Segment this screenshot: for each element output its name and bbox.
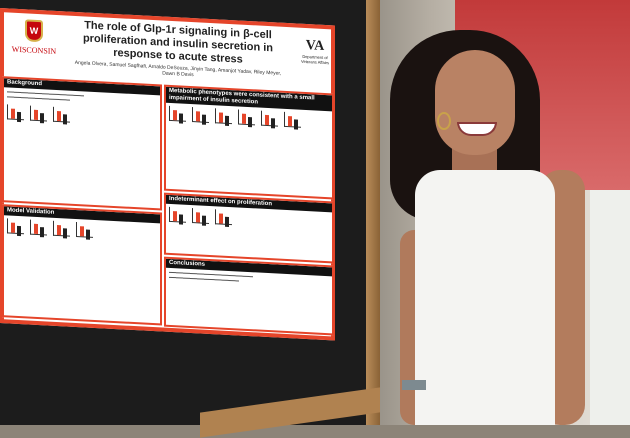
white-dress [415, 170, 555, 425]
figure [238, 109, 255, 126]
figure [76, 221, 93, 238]
window [590, 190, 630, 425]
figure [192, 107, 209, 123]
figure [30, 105, 47, 122]
section-metabolic: Metabolic phenotypes were consistent wit… [164, 84, 334, 200]
earring [437, 112, 451, 130]
section-background: Background ▬▬▬▬▬▬▬▬▬▬▬▬▬▬▬▬▬▬▬▬▬▬ ▬▬▬▬▬▬▬… [2, 76, 162, 211]
board-frame [366, 0, 380, 425]
figure [7, 104, 24, 121]
research-poster: W WISCONSIN The role of Glp-1r signaling… [0, 8, 335, 341]
va-icon: VA [305, 38, 325, 54]
uw-logo: W WISCONSIN [10, 19, 58, 57]
figure [169, 206, 186, 223]
figure [53, 220, 70, 237]
face [435, 50, 515, 155]
figure [284, 111, 301, 128]
smile [457, 122, 497, 136]
section-model-validation: Model Validation [2, 204, 162, 326]
section-conclusions: Conclusions ▬▬▬▬▬▬▬▬▬▬▬▬▬▬▬▬▬▬▬▬▬▬▬▬ ▬▬▬▬… [164, 256, 334, 336]
figure [261, 110, 278, 127]
va-logo: VA Department of Veterans Affairs [299, 38, 331, 66]
uw-crest-icon: W [25, 19, 43, 43]
figure [215, 108, 232, 125]
figure [7, 218, 24, 235]
poster-header: The role of Glp-1r signaling in β-cell p… [60, 18, 296, 83]
logo-text: WISCONSIN [11, 44, 57, 56]
figure [30, 219, 47, 236]
section-heading: Metabolic phenotypes were consistent wit… [166, 86, 332, 112]
watch [402, 380, 426, 390]
section-proliferation: Indeterminant effect on proliferation [164, 192, 334, 264]
figure [192, 208, 209, 224]
figure [215, 209, 232, 226]
figure [169, 105, 186, 122]
presenter [390, 30, 610, 425]
va-label: Department of Veterans Affairs [301, 53, 329, 66]
figure [53, 106, 70, 123]
